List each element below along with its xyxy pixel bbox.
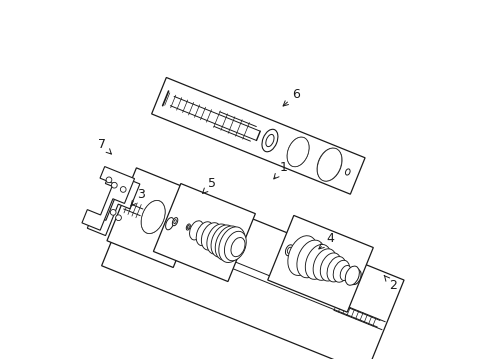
Ellipse shape: [318, 149, 340, 180]
Ellipse shape: [141, 201, 165, 233]
Ellipse shape: [305, 244, 330, 279]
Ellipse shape: [211, 225, 235, 257]
Text: 3: 3: [131, 188, 144, 206]
Ellipse shape: [186, 224, 190, 230]
Ellipse shape: [326, 257, 345, 282]
Ellipse shape: [296, 240, 324, 278]
Ellipse shape: [286, 137, 308, 167]
Ellipse shape: [111, 183, 117, 188]
Text: 7: 7: [98, 138, 111, 154]
Ellipse shape: [321, 153, 337, 176]
Text: 5: 5: [202, 177, 216, 193]
Ellipse shape: [172, 217, 178, 226]
Ellipse shape: [230, 238, 244, 257]
Ellipse shape: [285, 245, 293, 256]
Polygon shape: [82, 167, 134, 230]
Ellipse shape: [349, 270, 360, 284]
Ellipse shape: [345, 266, 359, 285]
Ellipse shape: [146, 207, 160, 227]
Ellipse shape: [224, 231, 246, 261]
Ellipse shape: [142, 202, 164, 232]
Ellipse shape: [110, 210, 116, 215]
Ellipse shape: [345, 169, 349, 175]
Ellipse shape: [287, 236, 317, 275]
Text: 1: 1: [273, 161, 287, 179]
Text: 6: 6: [283, 88, 300, 106]
Ellipse shape: [206, 224, 229, 254]
Ellipse shape: [317, 148, 341, 181]
Ellipse shape: [287, 138, 307, 166]
Ellipse shape: [312, 249, 336, 280]
Ellipse shape: [262, 129, 277, 152]
Ellipse shape: [320, 253, 341, 281]
Ellipse shape: [116, 215, 121, 221]
Ellipse shape: [287, 247, 291, 253]
Polygon shape: [107, 168, 202, 267]
Ellipse shape: [340, 265, 350, 280]
Ellipse shape: [189, 221, 203, 240]
Ellipse shape: [144, 205, 162, 229]
Ellipse shape: [215, 226, 241, 260]
Ellipse shape: [352, 273, 358, 281]
Ellipse shape: [201, 223, 221, 250]
Ellipse shape: [319, 151, 339, 178]
Text: 4: 4: [318, 233, 333, 249]
Ellipse shape: [106, 177, 112, 183]
Polygon shape: [153, 184, 255, 282]
Polygon shape: [87, 172, 140, 235]
Ellipse shape: [141, 201, 164, 233]
Ellipse shape: [286, 137, 308, 167]
Ellipse shape: [196, 222, 213, 246]
Ellipse shape: [165, 217, 173, 230]
Ellipse shape: [265, 134, 273, 147]
Ellipse shape: [218, 227, 245, 262]
Ellipse shape: [291, 143, 304, 161]
Ellipse shape: [187, 225, 189, 229]
Ellipse shape: [143, 203, 163, 231]
Polygon shape: [102, 173, 403, 360]
Polygon shape: [151, 77, 365, 194]
Ellipse shape: [173, 220, 176, 224]
Polygon shape: [267, 215, 372, 312]
Text: 2: 2: [384, 275, 396, 292]
Ellipse shape: [288, 140, 306, 164]
Ellipse shape: [120, 186, 126, 192]
Ellipse shape: [317, 148, 341, 181]
Ellipse shape: [332, 260, 349, 282]
